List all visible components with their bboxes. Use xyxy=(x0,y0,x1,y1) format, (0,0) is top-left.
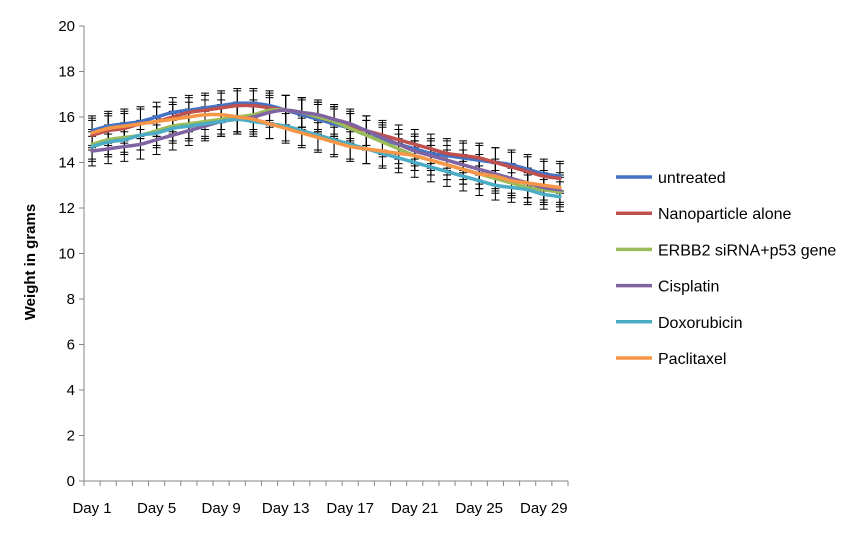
legend-label-doxorubicin: Doxorubicin xyxy=(658,315,742,332)
legend-label-nanoparticle-alone: Nanoparticle alone xyxy=(658,206,792,223)
y-tick-label: 4 xyxy=(67,382,75,399)
y-axis-ticks: 0 2 4 6 8 10 12 14 16 18 20 xyxy=(58,18,84,490)
y-tick-label: 18 xyxy=(58,64,75,81)
error-bars xyxy=(88,88,564,212)
x-tick-label: Day 13 xyxy=(262,500,310,517)
x-tick-label: Day 21 xyxy=(391,500,439,517)
series-line-paclitaxel xyxy=(90,112,562,190)
axes xyxy=(83,26,568,482)
legend-label-untreated: untreated xyxy=(658,170,726,187)
y-tick-label: 8 xyxy=(67,291,75,308)
y-tick-label: 20 xyxy=(58,18,75,35)
series-lines xyxy=(90,101,562,199)
y-tick-label: 0 xyxy=(67,473,75,490)
x-tick-label: Day 9 xyxy=(202,500,241,517)
legend-label-cisplatin: Cisplatin xyxy=(658,279,719,296)
x-tick-label: Day 1 xyxy=(72,500,111,517)
x-tick-label: Day 5 xyxy=(137,500,176,517)
y-tick-label: 16 xyxy=(58,109,75,126)
y-tick-label: 6 xyxy=(67,337,75,354)
series-line-cisplatin xyxy=(90,108,562,192)
legend: untreated Nanoparticle alone ERBB2 siRNA+p… xyxy=(616,170,836,368)
y-axis-title: Weight in grams xyxy=(22,204,39,320)
x-axis-ticks: Day 1 Day 5 Day 9 Day 13 Day 17 Day 21 Day 25 D… xyxy=(72,481,569,517)
x-tick-label: Day 25 xyxy=(456,500,504,517)
legend-label-erbb2-sirna-p53-gene: ERBB2 siRNA+p53 gene xyxy=(658,242,836,259)
y-tick-label: 2 xyxy=(67,428,75,445)
series-line-doxorubicin xyxy=(90,117,562,199)
legend-label-paclitaxel: Paclitaxel xyxy=(658,351,726,368)
series-line-untreated xyxy=(90,101,562,178)
y-tick-label: 10 xyxy=(58,246,75,263)
y-tick-label: 12 xyxy=(58,200,75,217)
y-tick-label: 14 xyxy=(58,155,75,172)
x-tick-label: Day 17 xyxy=(326,500,374,517)
x-tick-label: Day 29 xyxy=(520,500,568,517)
